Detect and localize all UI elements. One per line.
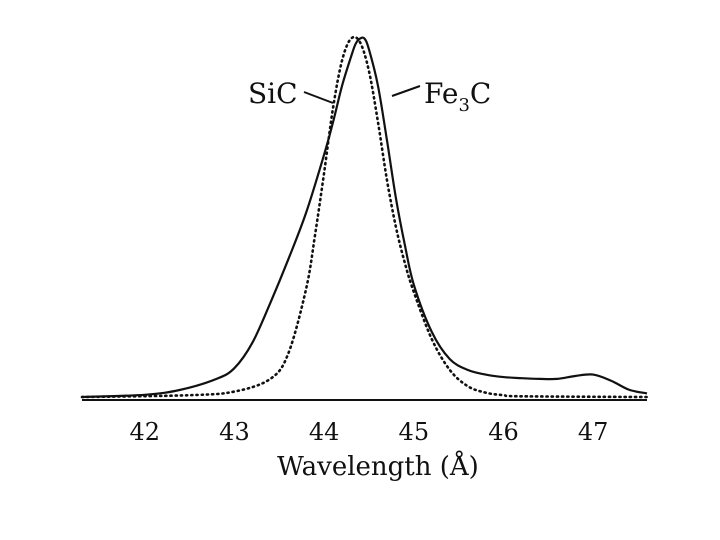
legend-label-fe3c-main: Fe bbox=[424, 77, 458, 110]
x-tick-label-47: 47 bbox=[578, 418, 609, 446]
series-line-fe3c bbox=[81, 36, 648, 399]
series-line-sic bbox=[80, 35, 649, 399]
legend-leader-sic bbox=[303, 91, 334, 104]
legend-label-fe3c-sub: 3 bbox=[458, 95, 469, 116]
legend-layer: SiC Fe3C bbox=[248, 77, 491, 116]
x-tick-label-43: 43 bbox=[219, 418, 250, 446]
legend-label-sic: SiC bbox=[248, 77, 298, 110]
x-tick-label-46: 46 bbox=[488, 418, 519, 446]
x-tick-label-42: 42 bbox=[130, 418, 161, 446]
legend-leader-fe3c bbox=[391, 85, 421, 97]
x-tick-label-44: 44 bbox=[309, 418, 340, 446]
legend-label-fe3c-tail: C bbox=[470, 77, 491, 110]
x-tick-label-45: 45 bbox=[399, 418, 430, 446]
x-axis-title: Wavelength (Å) bbox=[277, 450, 479, 482]
x-tick-labels: 42 43 44 45 46 47 bbox=[130, 418, 609, 446]
legend-label-fe3c: Fe3C bbox=[424, 77, 491, 116]
series-layer bbox=[80, 35, 649, 399]
